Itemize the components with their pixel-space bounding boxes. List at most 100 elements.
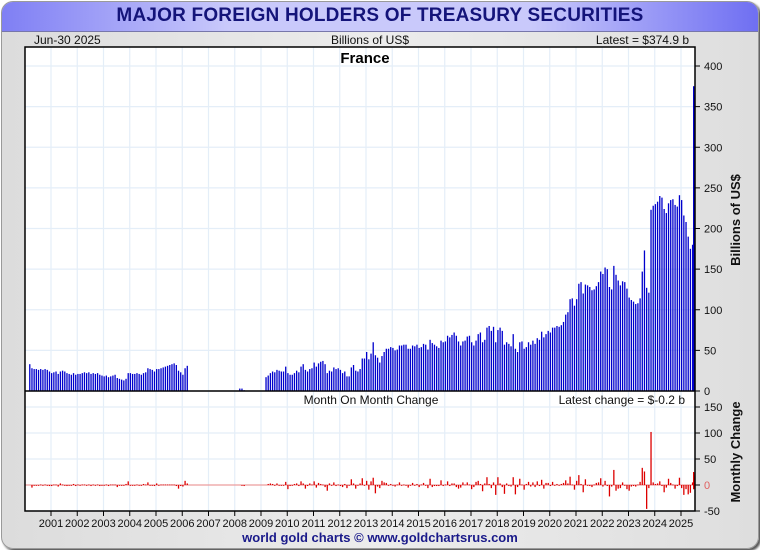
holdings-bar bbox=[530, 344, 532, 391]
change-bar bbox=[676, 485, 678, 487]
x-tick-label: 2024 bbox=[643, 518, 667, 530]
holdings-bar bbox=[379, 362, 381, 391]
x-tick-label: 2004 bbox=[118, 518, 142, 530]
holdings-bar bbox=[42, 369, 44, 391]
change-bar bbox=[186, 483, 188, 485]
holdings-bar bbox=[64, 371, 66, 391]
holdings-bar bbox=[438, 347, 440, 391]
holdings-bar bbox=[431, 343, 433, 391]
holdings-bar bbox=[508, 343, 510, 391]
y-tick-label-top: 200 bbox=[704, 224, 722, 236]
change-bar bbox=[554, 485, 556, 486]
holdings-bar bbox=[626, 288, 628, 391]
holdings-bar bbox=[322, 360, 324, 391]
change-bar bbox=[619, 485, 622, 489]
holdings-bar bbox=[61, 370, 64, 391]
holdings-bar bbox=[79, 373, 81, 391]
holdings-bar bbox=[304, 369, 307, 391]
holdings-bar bbox=[81, 373, 83, 391]
holdings-bar bbox=[543, 337, 545, 391]
change-bar bbox=[66, 485, 68, 487]
change-bar bbox=[276, 483, 278, 485]
y-tick-label-bottom: 150 bbox=[704, 402, 722, 414]
change-bar bbox=[77, 484, 79, 486]
y-tick-label-bottom: -50 bbox=[704, 506, 720, 518]
holdings-bar bbox=[654, 204, 657, 391]
holdings-bar bbox=[335, 369, 337, 391]
holdings-bar bbox=[527, 342, 530, 391]
holdings-bar bbox=[184, 368, 186, 391]
holdings-bar bbox=[182, 374, 184, 391]
change-bar bbox=[530, 485, 532, 487]
holdings-bar bbox=[584, 284, 587, 391]
change-bar bbox=[534, 485, 536, 488]
y-tick-label-top: 50 bbox=[704, 345, 716, 357]
country-title: France bbox=[340, 50, 389, 67]
change-bar bbox=[672, 484, 674, 486]
change-bar bbox=[678, 477, 681, 485]
holdings-bar bbox=[414, 346, 416, 391]
change-bar bbox=[611, 485, 613, 487]
holdings-bar bbox=[490, 330, 492, 391]
change-bar bbox=[285, 481, 287, 485]
holdings-bar bbox=[453, 332, 455, 391]
holdings-bar bbox=[278, 370, 280, 391]
holdings-bar bbox=[381, 356, 383, 391]
units-label: Billions of US$ bbox=[330, 33, 410, 47]
holdings-bar bbox=[442, 342, 444, 391]
change-bar bbox=[525, 483, 527, 485]
holdings-bar bbox=[506, 342, 508, 391]
holdings-bar bbox=[436, 346, 438, 391]
holdings-bar bbox=[366, 352, 368, 391]
change-bar bbox=[131, 485, 134, 486]
change-bar bbox=[663, 485, 665, 493]
change-bar bbox=[674, 485, 676, 489]
holdings-bar bbox=[532, 340, 534, 391]
change-bar bbox=[471, 485, 473, 490]
change-bar bbox=[593, 484, 595, 486]
change-bar bbox=[352, 483, 355, 485]
holdings-bar bbox=[309, 369, 311, 391]
y-axis-top: 0 50 100 150 200 250 300 350 400 bbox=[695, 61, 722, 398]
change-bar bbox=[70, 485, 72, 486]
change-bar bbox=[499, 483, 501, 485]
change-bar bbox=[693, 485, 695, 490]
change-bar bbox=[608, 485, 611, 497]
change-bar bbox=[560, 483, 562, 485]
change-bar bbox=[558, 485, 560, 486]
change-bar bbox=[241, 485, 243, 486]
holdings-bar bbox=[481, 342, 484, 391]
change-bar bbox=[121, 485, 123, 486]
change-bar bbox=[425, 485, 427, 486]
change-bar bbox=[685, 485, 687, 490]
change-bar bbox=[643, 471, 646, 485]
change-bar bbox=[156, 483, 158, 485]
change-bar bbox=[366, 480, 368, 485]
change-bar bbox=[64, 485, 66, 486]
holdings-bar bbox=[403, 344, 405, 391]
holdings-bar bbox=[547, 330, 549, 391]
change-bar bbox=[298, 485, 300, 487]
holdings-bar bbox=[617, 280, 619, 391]
holdings-bar bbox=[331, 371, 333, 391]
holdings-bar bbox=[156, 369, 158, 391]
change-bar bbox=[309, 483, 311, 485]
holdings-bar bbox=[107, 377, 110, 391]
change-bar bbox=[420, 484, 422, 486]
holdings-bar bbox=[118, 378, 121, 391]
holdings-bar bbox=[138, 373, 140, 391]
holdings-bar bbox=[416, 344, 418, 391]
change-bar bbox=[355, 485, 357, 489]
change-bar bbox=[497, 477, 499, 485]
change-bar bbox=[392, 485, 394, 486]
holdings-bar bbox=[449, 337, 451, 391]
holdings-bar bbox=[153, 371, 156, 391]
change-bar bbox=[527, 481, 530, 485]
change-bar bbox=[654, 483, 657, 485]
holdings-bar bbox=[320, 361, 322, 391]
holdings-bar bbox=[103, 376, 105, 391]
holdings-bar bbox=[639, 298, 641, 391]
change-bar bbox=[414, 485, 416, 486]
change-bar bbox=[492, 482, 495, 485]
holdings-bar bbox=[265, 377, 267, 391]
